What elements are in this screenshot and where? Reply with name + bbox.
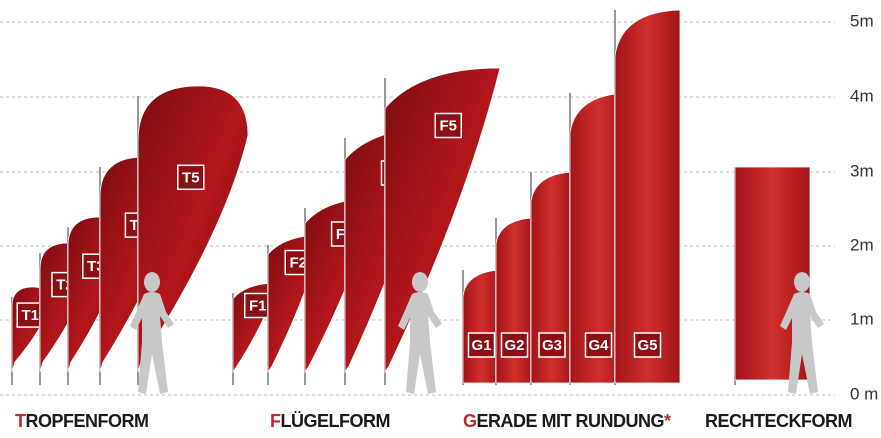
group-title: GERADE MIT RUNDUNG* bbox=[463, 411, 671, 431]
group-title: TROPFENFORM bbox=[15, 411, 149, 431]
group-title-part: * bbox=[664, 411, 671, 431]
flag-straight bbox=[615, 10, 680, 383]
head bbox=[794, 272, 810, 292]
head bbox=[412, 272, 428, 292]
flag-label: G3 bbox=[542, 337, 562, 354]
flag-label: F5 bbox=[439, 117, 457, 134]
flag-label: F1 bbox=[249, 297, 267, 314]
group-title-part: T bbox=[15, 411, 26, 431]
scale-label: 2m bbox=[850, 235, 874, 254]
flag-label: G4 bbox=[588, 337, 609, 354]
infographic: 0 m1m2m3m4m5mT1T2T3T4T5F1F2F3F4F5G1G2G3G… bbox=[0, 0, 881, 438]
head bbox=[144, 272, 160, 292]
scale-label: 5m bbox=[850, 11, 874, 30]
flag-label: T5 bbox=[182, 169, 200, 186]
group-title-part: RECHTECKFORM bbox=[705, 411, 852, 431]
flag-label: T1 bbox=[21, 307, 39, 324]
group-title: FLÜGELFORM bbox=[270, 411, 390, 431]
scale-label: 4m bbox=[850, 86, 874, 105]
flag-label: G5 bbox=[637, 337, 657, 354]
group-title-part: LÜGELFORM bbox=[281, 411, 391, 431]
scale-label: 0 m bbox=[850, 384, 878, 403]
group-title-part: ROPFENFORM bbox=[26, 411, 149, 431]
flag-straight bbox=[496, 218, 533, 383]
group-title-part: ERADE MIT RUNDUNG bbox=[477, 411, 665, 431]
scale-label: 1m bbox=[850, 309, 874, 328]
group-title-part: F bbox=[270, 411, 281, 431]
flag-label: G2 bbox=[504, 337, 524, 354]
flag-label: G1 bbox=[471, 337, 491, 354]
group-title-part: G bbox=[463, 411, 477, 431]
scale-label: 3m bbox=[850, 161, 874, 180]
group-title: RECHTECKFORM bbox=[705, 411, 852, 431]
page: {"scale": {"ticks": ["0 m", "1m", "2m", … bbox=[0, 0, 881, 438]
flag-straight bbox=[463, 270, 500, 383]
